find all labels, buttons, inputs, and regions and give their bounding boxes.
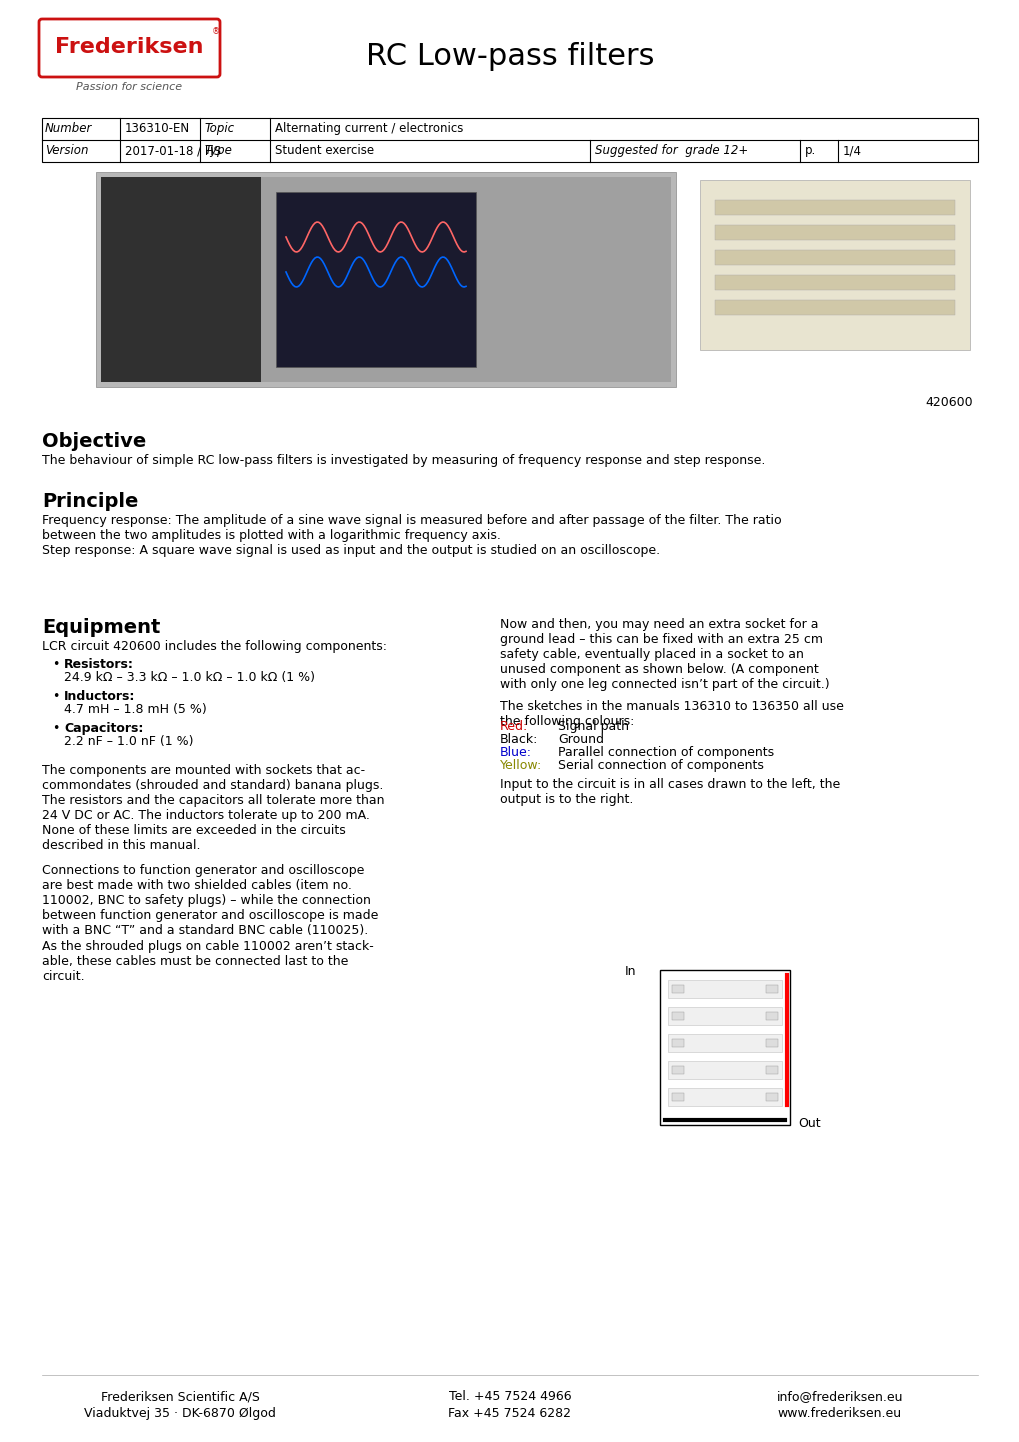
- Bar: [714, 249, 954, 265]
- Bar: [667, 1034, 782, 1053]
- Text: The resistors and the capacitors all tolerate more than
24 V DC or AC. The induc: The resistors and the capacitors all tol…: [42, 795, 384, 852]
- Text: Viaduktvej 35 · DK-6870 Ølgod: Viaduktvej 35 · DK-6870 Ølgod: [84, 1407, 276, 1420]
- Text: Objective: Objective: [42, 433, 146, 451]
- Text: Resistors:: Resistors:: [64, 658, 133, 671]
- Text: ®: ®: [212, 27, 220, 36]
- Text: The sketches in the manuals 136310 to 136350 all use
the following colours:: The sketches in the manuals 136310 to 13…: [499, 699, 843, 728]
- Text: Suggested for  grade 12+: Suggested for grade 12+: [594, 144, 748, 157]
- Text: Black:: Black:: [499, 733, 538, 746]
- Bar: [714, 225, 954, 239]
- Text: Ground: Ground: [557, 733, 603, 746]
- Text: Type: Type: [205, 144, 232, 157]
- Text: In: In: [625, 965, 636, 978]
- Bar: [765, 985, 777, 994]
- Bar: [672, 1066, 684, 1074]
- Bar: [667, 981, 782, 998]
- Text: Frederiksen: Frederiksen: [55, 37, 204, 58]
- Text: •: •: [52, 691, 59, 704]
- Bar: [672, 1012, 684, 1019]
- Text: Version: Version: [45, 144, 89, 157]
- Text: Equipment: Equipment: [42, 619, 160, 637]
- Bar: [714, 275, 954, 290]
- Text: Red:: Red:: [499, 720, 528, 733]
- Text: The behaviour of simple RC low-pass filters is investigated by measuring of freq: The behaviour of simple RC low-pass filt…: [42, 454, 764, 467]
- Bar: [765, 1093, 777, 1102]
- Text: info@frederiksen.eu: info@frederiksen.eu: [776, 1390, 903, 1403]
- Text: 136310-EN: 136310-EN: [125, 123, 190, 136]
- Text: 2.2 nF – 1.0 nF (1 %): 2.2 nF – 1.0 nF (1 %): [64, 735, 194, 748]
- Text: Tel. +45 7524 4966: Tel. +45 7524 4966: [448, 1390, 571, 1403]
- Bar: [667, 1061, 782, 1079]
- Bar: [101, 177, 261, 382]
- Bar: [672, 1093, 684, 1102]
- Bar: [672, 1040, 684, 1047]
- Text: Frequency response: The amplitude of a sine wave signal is measured before and a: Frequency response: The amplitude of a s…: [42, 513, 781, 542]
- Text: Passion for science: Passion for science: [76, 82, 182, 92]
- Text: Fax +45 7524 6282: Fax +45 7524 6282: [448, 1407, 571, 1420]
- Bar: [714, 200, 954, 215]
- Text: Student exercise: Student exercise: [275, 144, 374, 157]
- Text: Out: Out: [797, 1118, 820, 1131]
- Text: 1/4: 1/4: [842, 144, 861, 157]
- Text: Step response: A square wave signal is used as input and the output is studied o: Step response: A square wave signal is u…: [42, 544, 659, 557]
- Bar: [96, 172, 676, 386]
- Text: 4.7 mH – 1.8 mH (5 %): 4.7 mH – 1.8 mH (5 %): [64, 704, 207, 717]
- Bar: [672, 985, 684, 994]
- Text: LCR circuit 420600 includes the following components:: LCR circuit 420600 includes the followin…: [42, 640, 386, 653]
- Text: Number: Number: [45, 123, 93, 136]
- Text: •: •: [52, 658, 59, 671]
- Text: Now and then, you may need an extra socket for a
ground lead – this can be fixed: Now and then, you may need an extra sock…: [499, 619, 828, 691]
- FancyBboxPatch shape: [39, 19, 220, 76]
- Bar: [765, 1066, 777, 1074]
- Text: Parallel connection of components: Parallel connection of components: [557, 746, 773, 758]
- Bar: [765, 1012, 777, 1019]
- Bar: [659, 970, 790, 1125]
- Text: As the shrouded plugs on cable 110002 aren’t stack-
able, these cables must be c: As the shrouded plugs on cable 110002 ar…: [42, 940, 373, 983]
- Bar: [667, 1089, 782, 1106]
- Bar: [714, 300, 954, 314]
- Bar: [101, 177, 671, 382]
- Text: Serial connection of components: Serial connection of components: [557, 758, 763, 771]
- Text: Alternating current / electronics: Alternating current / electronics: [275, 123, 463, 136]
- Text: 2017-01-18 / HS: 2017-01-18 / HS: [125, 144, 221, 157]
- Text: Capacitors:: Capacitors:: [64, 722, 144, 735]
- Bar: [699, 180, 969, 350]
- Text: p.: p.: [804, 144, 815, 157]
- Text: Signal path: Signal path: [557, 720, 629, 733]
- Text: 420600: 420600: [924, 397, 972, 410]
- Text: 24.9 kΩ – 3.3 kΩ – 1.0 kΩ – 1.0 kΩ (1 %): 24.9 kΩ – 3.3 kΩ – 1.0 kΩ – 1.0 kΩ (1 %): [64, 671, 315, 684]
- Text: RC Low-pass filters: RC Low-pass filters: [366, 42, 653, 71]
- Text: Input to the circuit is in all cases drawn to the left, the
output is to the rig: Input to the circuit is in all cases dra…: [499, 779, 840, 806]
- Text: Yellow:: Yellow:: [499, 758, 542, 771]
- Text: Connections to function generator and oscilloscope
are best made with two shield: Connections to function generator and os…: [42, 864, 378, 937]
- Bar: [667, 1007, 782, 1025]
- Text: Principle: Principle: [42, 492, 139, 510]
- Text: Blue:: Blue:: [499, 746, 532, 758]
- Text: www.frederiksen.eu: www.frederiksen.eu: [777, 1407, 901, 1420]
- Text: Inductors:: Inductors:: [64, 691, 136, 704]
- Text: The components are mounted with sockets that ac-
commondates (shrouded and stand: The components are mounted with sockets …: [42, 764, 383, 792]
- Bar: [765, 1040, 777, 1047]
- Text: •: •: [52, 722, 59, 735]
- Bar: [276, 192, 476, 368]
- Text: Topic: Topic: [205, 123, 235, 136]
- Text: Frederiksen Scientific A/S: Frederiksen Scientific A/S: [101, 1390, 259, 1403]
- Bar: [42, 118, 977, 162]
